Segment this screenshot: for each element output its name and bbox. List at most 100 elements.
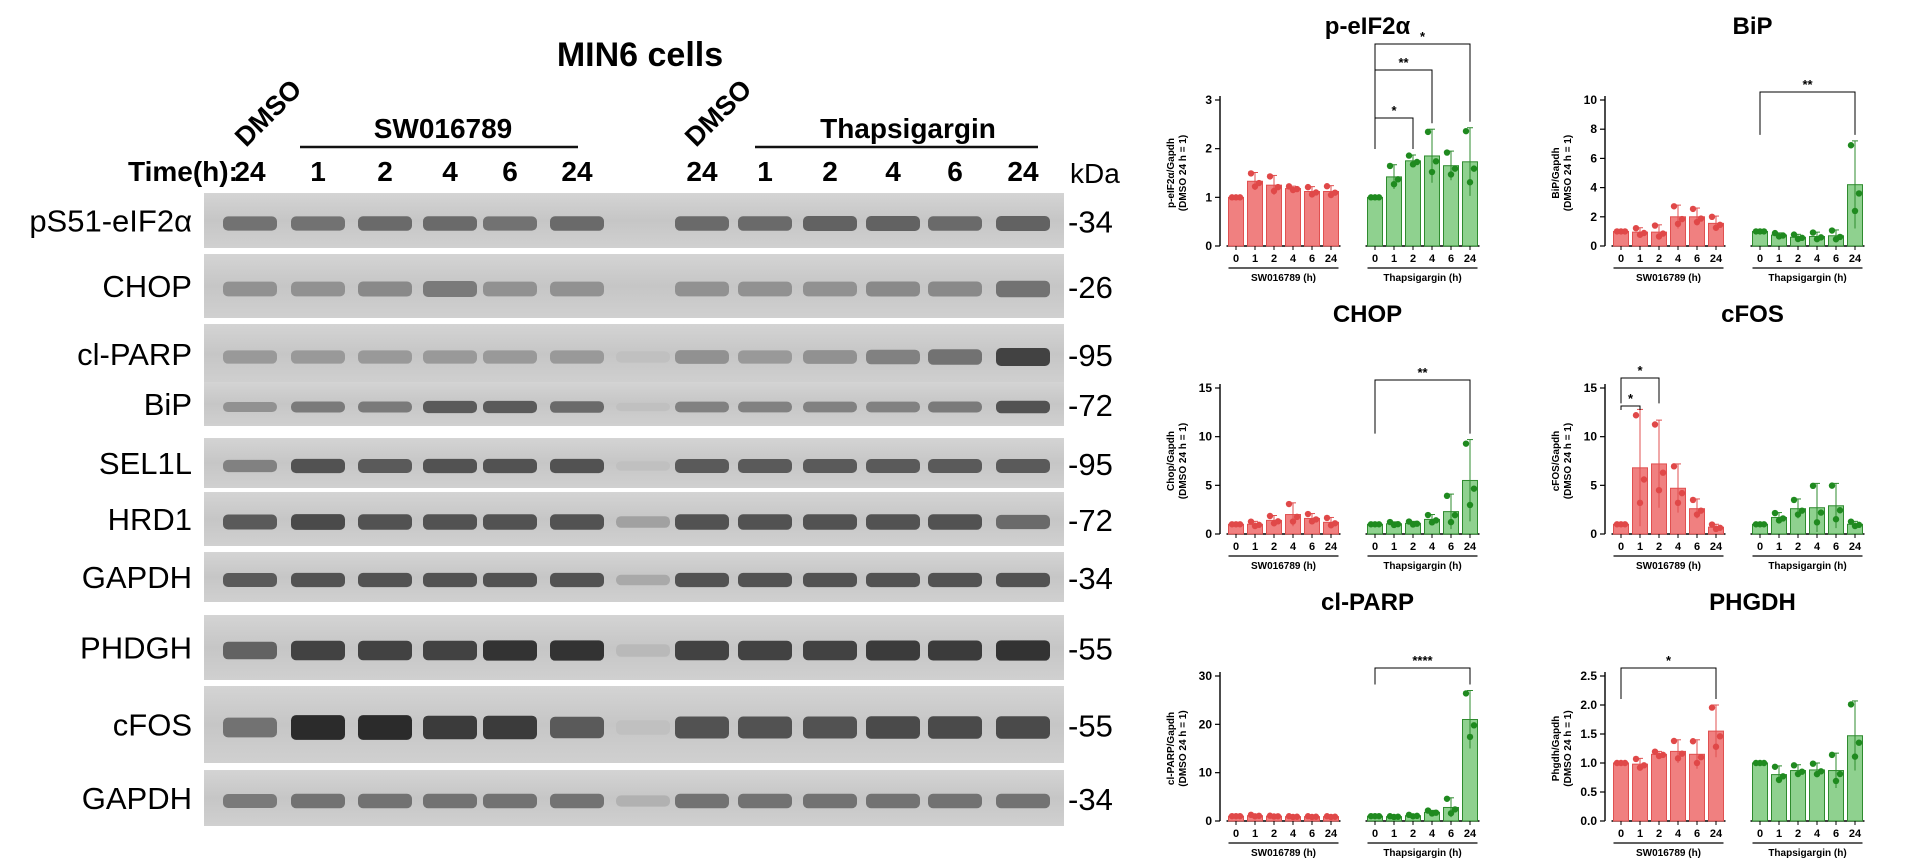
blot-band	[550, 281, 604, 297]
data-point	[1689, 205, 1697, 213]
y-axis-label: Phgdh/Gapdh	[1551, 716, 1562, 782]
data-point	[1375, 521, 1383, 528]
x-tick-label: 0	[1618, 253, 1624, 265]
blot-band	[616, 516, 670, 528]
x-tick-label: 2	[1656, 541, 1662, 553]
blot-band	[423, 458, 477, 474]
kda-label: kDa	[1070, 158, 1120, 189]
group-label-thapsigargin: Thapsigargin	[820, 113, 996, 144]
blot-band	[928, 281, 982, 297]
bar-chart-chop: CHOP Chop/Gapdh (DMSO 24 h = 1) 0 5 10 15 0 1 2 4 6…	[1150, 288, 1535, 576]
blot-band	[291, 793, 345, 809]
bar	[1613, 762, 1629, 822]
group-label-sw016789: SW016789	[374, 113, 513, 144]
x-tick-label: 1	[1252, 828, 1258, 840]
blot-band	[423, 640, 477, 661]
data-point	[1712, 743, 1720, 750]
significance-bracket	[1620, 405, 1641, 410]
time-value: 4	[885, 156, 901, 187]
data-point	[1386, 162, 1394, 170]
blot-band	[866, 459, 920, 473]
protein-label: BiP	[144, 387, 192, 422]
group-label: SW016789 (h)	[1251, 848, 1316, 859]
time-value: 1	[757, 156, 773, 187]
blot-band	[928, 349, 982, 365]
protein-label: CHOP	[102, 269, 192, 304]
data-point	[1790, 762, 1798, 769]
x-tick-label: 6	[1309, 828, 1315, 840]
blot-band	[423, 400, 477, 414]
blot-row: cFOS -55	[113, 686, 1113, 763]
data-point	[1790, 496, 1798, 504]
chart-title: CHOP	[1333, 301, 1402, 328]
blot-band	[803, 401, 857, 413]
data-point	[1236, 194, 1244, 201]
data-point	[1828, 751, 1836, 759]
time-value: 24	[234, 156, 266, 187]
data-point	[1813, 519, 1821, 526]
blot-band	[866, 572, 920, 588]
data-point	[1274, 813, 1282, 820]
data-point	[1632, 412, 1640, 419]
data-point	[1470, 722, 1478, 729]
data-point	[1443, 795, 1451, 802]
data-point	[1621, 228, 1629, 235]
y-tick-label: 6	[1590, 151, 1597, 165]
data-point	[1689, 738, 1697, 745]
significance-label: **	[1398, 55, 1409, 70]
blot-band	[483, 715, 537, 740]
y-axis-label: (DMSO 24 h = 1)	[1563, 135, 1574, 211]
data-point	[1447, 171, 1455, 178]
blot-membrane	[204, 193, 1064, 248]
blot-rows: pS51-eIF2α -34 CHOP -26 cl-PARP -95 BiP -72 SEL1…	[29, 193, 1113, 826]
data-point	[1451, 806, 1459, 813]
data-point	[1832, 516, 1840, 523]
data-point	[1451, 511, 1459, 519]
group-label: SW016789 (h)	[1636, 273, 1701, 284]
x-tick-label: 4	[1675, 541, 1682, 553]
chart-title: BiP	[1732, 13, 1772, 40]
protein-label: pS51-eIF2α	[29, 204, 192, 239]
data-point	[1462, 127, 1470, 135]
significance-bracket	[1374, 379, 1471, 434]
x-tick-label: 1	[1391, 828, 1397, 840]
group-label: Thapsigargin (h)	[1768, 273, 1846, 284]
data-point	[1621, 521, 1629, 528]
blot-band	[928, 572, 982, 588]
y-axis-label: (DMSO 24 h = 1)	[1563, 710, 1574, 786]
blot-band	[358, 281, 412, 297]
data-point	[1760, 521, 1768, 528]
kda-marker: -95	[1068, 447, 1113, 482]
group-label: SW016789 (h)	[1251, 561, 1316, 572]
blot-band	[803, 572, 857, 588]
protein-label: PHDGH	[80, 631, 192, 666]
blot-title: MIN6 cells	[557, 36, 723, 74]
data-point	[1678, 750, 1686, 757]
blot-row: GAPDH -34	[82, 770, 1113, 826]
time-value: 24	[686, 156, 718, 187]
data-point	[1323, 183, 1331, 190]
blot-band	[928, 514, 982, 530]
data-point	[1447, 518, 1455, 526]
bar	[1304, 190, 1320, 247]
x-tick-label: 24	[1325, 828, 1338, 840]
x-tick-label: 4	[1429, 828, 1436, 840]
blot-band	[550, 350, 604, 364]
x-tick-label: 4	[1814, 253, 1821, 265]
x-tick-label: 4	[1429, 253, 1436, 265]
blot-band	[866, 349, 920, 365]
blot-band	[675, 716, 729, 739]
blot-band	[803, 793, 857, 809]
blot-band	[483, 281, 537, 297]
kda-marker: -34	[1068, 561, 1113, 596]
blot-band	[291, 350, 345, 364]
y-tick-label: 2	[1590, 210, 1597, 224]
y-axis-label: (DMSO 24 h = 1)	[1178, 710, 1189, 786]
data-point	[1466, 733, 1474, 741]
blot-band	[738, 459, 792, 473]
blot-band	[675, 640, 729, 661]
kda-marker: -95	[1068, 338, 1113, 373]
x-tick-label: 24	[1710, 828, 1723, 840]
data-point	[1640, 229, 1648, 237]
